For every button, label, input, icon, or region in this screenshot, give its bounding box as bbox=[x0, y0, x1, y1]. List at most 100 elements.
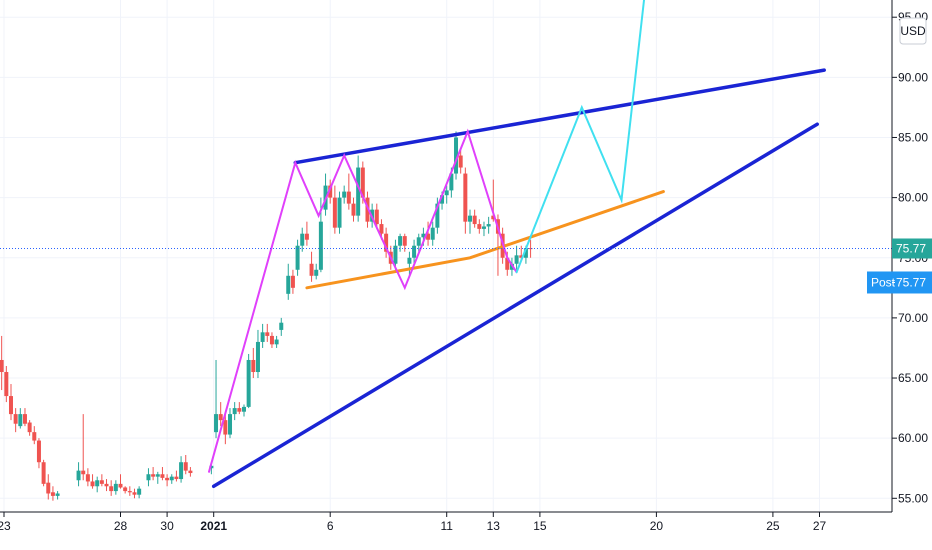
y-tick-label: 90.00 bbox=[898, 70, 928, 84]
candle-body bbox=[337, 197, 342, 228]
candle-body bbox=[174, 476, 179, 480]
candle-body bbox=[407, 257, 412, 264]
candle bbox=[246, 353, 251, 409]
x-tick-label: 13 bbox=[487, 519, 501, 533]
candle-body bbox=[505, 257, 510, 270]
candle bbox=[481, 221, 486, 237]
candle bbox=[251, 347, 256, 379]
candle bbox=[36, 438, 41, 469]
candle bbox=[416, 233, 421, 252]
x-tick-label: 2021 bbox=[200, 519, 227, 533]
candle bbox=[463, 167, 468, 234]
candle-body bbox=[328, 185, 333, 198]
candle-body bbox=[468, 215, 472, 222]
candle-body bbox=[265, 332, 270, 336]
candle-body bbox=[528, 248, 533, 250]
x-tick-label: 25 bbox=[766, 519, 780, 533]
candle-body bbox=[214, 414, 219, 433]
candle bbox=[472, 209, 477, 228]
candle-body bbox=[398, 236, 403, 246]
candle bbox=[188, 467, 193, 477]
candle-body bbox=[55, 493, 60, 496]
candle-body bbox=[318, 221, 323, 270]
candle-body bbox=[132, 492, 137, 495]
candle bbox=[165, 474, 170, 487]
candle-body bbox=[384, 233, 389, 252]
candle-body bbox=[416, 237, 421, 246]
candle bbox=[118, 474, 123, 489]
y-tick-label: 70.00 bbox=[898, 311, 928, 325]
x-tick-label: 23 bbox=[0, 519, 11, 533]
candle-body bbox=[76, 470, 81, 481]
candle bbox=[426, 221, 431, 246]
x-tick-label: 6 bbox=[327, 519, 334, 533]
x-tick-label: 20 bbox=[650, 519, 664, 533]
last-price-badge: 75.77 bbox=[892, 238, 932, 259]
candle-body bbox=[36, 440, 41, 463]
candle-body bbox=[127, 491, 132, 493]
candle bbox=[402, 233, 407, 252]
candle bbox=[260, 323, 265, 348]
candle-body bbox=[304, 233, 309, 240]
candle bbox=[435, 197, 440, 234]
support-line[interactable] bbox=[305, 190, 665, 290]
candle bbox=[295, 239, 300, 276]
candle bbox=[384, 227, 389, 258]
candle-body bbox=[412, 245, 417, 258]
candle bbox=[32, 426, 37, 445]
candle bbox=[237, 402, 242, 415]
candle bbox=[407, 251, 412, 276]
currency-button[interactable]: USD bbox=[899, 17, 927, 45]
candle bbox=[398, 233, 403, 252]
candle bbox=[113, 480, 118, 495]
candle bbox=[132, 488, 137, 499]
candle bbox=[95, 476, 100, 493]
candle-body bbox=[90, 481, 95, 487]
post-price-badge: Post 75.77 bbox=[867, 271, 932, 294]
time-axis[interactable]: 23 28 30 2021 6 11 13 15 20 25 27 bbox=[0, 511, 892, 533]
candle-body bbox=[426, 233, 431, 240]
candle bbox=[342, 185, 347, 204]
candle bbox=[109, 480, 114, 496]
candle bbox=[314, 263, 319, 280]
candle bbox=[179, 456, 184, 483]
candle-body bbox=[491, 215, 496, 220]
candle bbox=[232, 402, 237, 421]
post-tag: Post bbox=[871, 275, 896, 289]
candle bbox=[265, 323, 270, 342]
x-tick-label: 11 bbox=[440, 519, 453, 533]
candle-body bbox=[160, 474, 165, 478]
candle-body bbox=[342, 191, 347, 198]
y-tick-label: 60.00 bbox=[898, 431, 928, 445]
candle-body bbox=[241, 406, 246, 412]
candle-body bbox=[290, 275, 295, 288]
candle-body bbox=[85, 474, 90, 482]
candle bbox=[90, 474, 95, 489]
candle bbox=[528, 239, 533, 258]
candle bbox=[274, 335, 279, 348]
candle-body bbox=[0, 359, 4, 373]
price-badges: 75.77 Post 75.77 USD bbox=[867, 17, 932, 294]
candle bbox=[241, 404, 246, 417]
candle bbox=[18, 408, 23, 429]
candle-body bbox=[309, 263, 314, 276]
candle-body bbox=[421, 233, 426, 238]
candle-body bbox=[99, 480, 104, 484]
candle-body bbox=[4, 372, 9, 397]
channel-lower-line[interactable] bbox=[211, 122, 819, 489]
candle-body bbox=[188, 470, 193, 474]
candle bbox=[309, 251, 314, 282]
candle-body bbox=[151, 474, 156, 477]
zigzag-line[interactable] bbox=[208, 128, 518, 473]
channel-upper-line[interactable] bbox=[293, 68, 826, 165]
candle bbox=[99, 474, 104, 487]
candle bbox=[255, 329, 260, 379]
candle bbox=[183, 455, 188, 475]
candle bbox=[304, 221, 309, 246]
candle bbox=[223, 414, 228, 445]
candle bbox=[328, 179, 333, 204]
projection-line[interactable] bbox=[515, 0, 646, 274]
candle bbox=[50, 486, 55, 501]
